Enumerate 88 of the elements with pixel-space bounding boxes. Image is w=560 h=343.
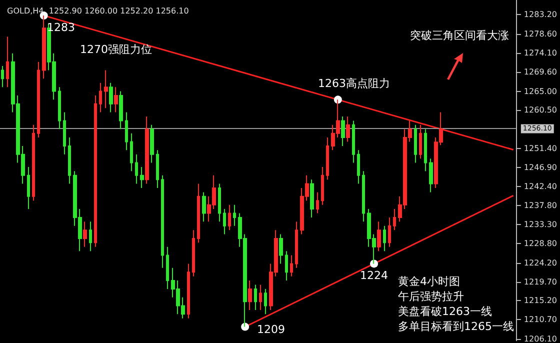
candlestick: [218, 183, 221, 222]
candlestick: [377, 221, 381, 252]
annotation: 午后强势拉升: [398, 290, 464, 303]
y-tick-label: 1206.10: [524, 334, 558, 343]
y-tick-label: 1278.60: [524, 30, 558, 39]
candlestick: [264, 288, 267, 315]
candlestick: [383, 225, 386, 252]
y-tick-label: 1219.70: [524, 277, 558, 286]
candlestick: [352, 120, 355, 164]
y-tick-label: 1224.20: [524, 258, 558, 268]
candlestick: [414, 124, 417, 164]
candlestick: [279, 234, 283, 264]
y-tick-label: 1269.60: [524, 67, 558, 76]
candlestick: [346, 116, 350, 142]
candlestick: [68, 137, 71, 184]
candlestick: [326, 137, 329, 180]
candlestick: [125, 112, 128, 151]
candlestick: [202, 192, 206, 222]
candlestick: [424, 128, 427, 172]
candlestick: [27, 166, 30, 210]
candlestick: [321, 166, 324, 206]
candlestick: [223, 208, 226, 235]
candlestick: [63, 112, 66, 155]
candlestick: [156, 150, 159, 189]
candlestick: [362, 170, 365, 222]
y-tick-label: 1246.90: [524, 162, 558, 172]
annotation: 多单目标看到1265一线: [398, 320, 514, 333]
candlestick: [192, 230, 195, 277]
candlestick: [341, 116, 345, 146]
y-tick-label: 1210.70: [524, 315, 558, 324]
candlestick: [130, 132, 133, 172]
candlestick: [58, 86, 61, 130]
candlestick: [99, 82, 102, 113]
candlestick: [109, 82, 113, 113]
y-tick-label: 1242.40: [524, 182, 558, 191]
candlestick: [187, 263, 190, 319]
candlestick: [429, 158, 433, 193]
candlestick: [233, 204, 236, 226]
point: [241, 322, 250, 331]
candlestick: [37, 61, 40, 138]
y-tick-label: 1233.30: [524, 220, 558, 230]
candlestick: [104, 70, 108, 109]
candlestick: [140, 166, 144, 189]
y-tick-label: 1251.40: [524, 144, 558, 153]
annotation: 美盘看破1263一线: [398, 305, 492, 318]
candlestick: [119, 90, 123, 130]
candlestick: [6, 36, 9, 88]
point: [370, 260, 378, 268]
candlestick: [89, 221, 92, 252]
y-tick-label: 1215.20: [524, 296, 558, 306]
candlestick: [316, 192, 319, 214]
candlestick: [388, 216, 391, 248]
candlestick: [145, 116, 149, 184]
y-tick-label: 1260.50: [524, 106, 558, 115]
candlestick: [310, 179, 314, 218]
annotation: 1263高点阻力: [318, 77, 390, 90]
candlestick: [254, 284, 257, 310]
candlestick: [114, 86, 118, 113]
annotation: 黄金4小时图: [398, 275, 460, 288]
candlestick: [285, 250, 288, 282]
candlestick: [197, 183, 200, 244]
candlestick: [42, 15, 46, 80]
candlestick: [357, 150, 360, 184]
candlestick: [161, 174, 164, 268]
candlestick: [290, 254, 293, 277]
y-tick-label: 1283.20: [524, 10, 558, 20]
point: [334, 96, 342, 104]
candlestick: [150, 124, 154, 164]
candlestick: [259, 284, 262, 310]
annotation: 1270强阻力位: [80, 43, 152, 56]
y-tick-label: 1274.10: [524, 48, 558, 58]
candlestick: [94, 94, 97, 248]
candlestick: [83, 221, 87, 248]
y-tick-label: 1228.80: [524, 239, 558, 248]
text: GOLD,H4 1252.90 1260.00 1252.20 1256.10: [7, 6, 189, 16]
candlestick: [228, 204, 231, 231]
annotation: 1209: [257, 323, 285, 336]
annotation: 1224: [360, 269, 388, 282]
candlestick: [135, 154, 138, 184]
candlestick: [1, 66, 4, 88]
candlestick: [166, 246, 169, 290]
candlestick: [32, 124, 35, 202]
candlestick: [248, 280, 252, 310]
y-tick-label: 1237.80: [524, 201, 558, 210]
candlestick: [295, 221, 298, 268]
candlestick: [393, 208, 396, 231]
annotation: 突破三角区间看大涨: [410, 29, 509, 42]
y-tick-label: 1265.00: [524, 86, 558, 96]
